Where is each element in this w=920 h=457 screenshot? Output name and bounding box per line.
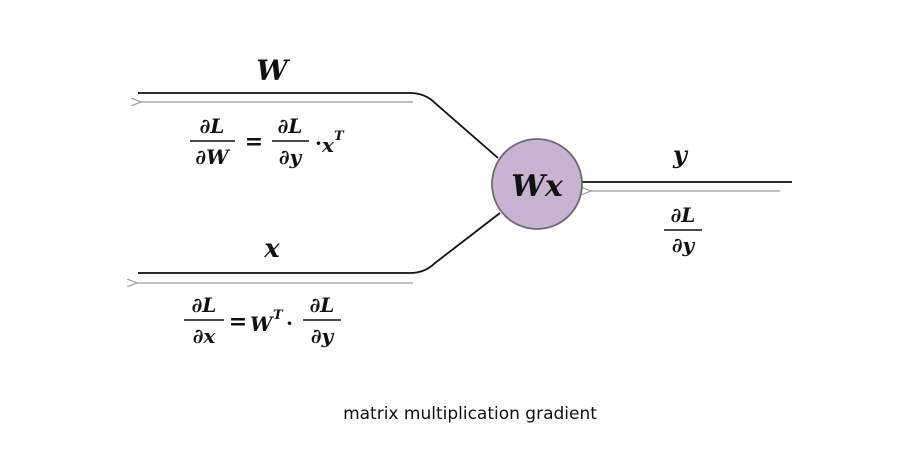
x-grad-dot: · bbox=[286, 311, 293, 335]
w-grad-denominator: ∂W bbox=[195, 145, 231, 169]
x-grad-numerator: ∂L bbox=[192, 293, 217, 317]
w-label: W bbox=[256, 54, 290, 87]
x-label: x bbox=[263, 234, 280, 264]
w-grad-superscript: T bbox=[334, 129, 345, 144]
w-grad-denominator-2: ∂y bbox=[279, 145, 303, 169]
w-grad-numerator: ∂L bbox=[200, 114, 225, 138]
y-grad-denominator: ∂y bbox=[672, 233, 696, 257]
w-grad-equals: = bbox=[245, 129, 263, 155]
node-label: Wx bbox=[511, 169, 564, 204]
x-gradient-formula: ∂L ∂x = W T · ∂L ∂y bbox=[184, 293, 341, 348]
w-grad-factor: x bbox=[321, 133, 335, 157]
w-grad-numerator-2: ∂L bbox=[278, 114, 303, 138]
x-grad-superscript: T bbox=[273, 308, 284, 323]
x-grad-factor: W bbox=[250, 312, 275, 336]
w-grad-dot: · bbox=[315, 131, 322, 155]
x-grad-numerator-2: ∂L bbox=[310, 293, 335, 317]
x-input-wire bbox=[138, 212, 501, 274]
diagram-caption: matrix multiplication gradient bbox=[343, 404, 597, 424]
y-gradient-formula: ∂L ∂y bbox=[664, 203, 702, 257]
x-grad-denominator: ∂x bbox=[193, 324, 217, 348]
x-grad-equals: = bbox=[229, 309, 247, 335]
wx-node bbox=[491, 138, 583, 230]
y-grad-numerator: ∂L bbox=[671, 203, 696, 227]
y-label: y bbox=[672, 140, 689, 169]
w-input-wire bbox=[138, 92, 499, 159]
w-gradient-formula: ∂L ∂W = ∂L ∂y · x T bbox=[190, 114, 345, 169]
x-grad-denominator-2: ∂y bbox=[311, 324, 335, 348]
